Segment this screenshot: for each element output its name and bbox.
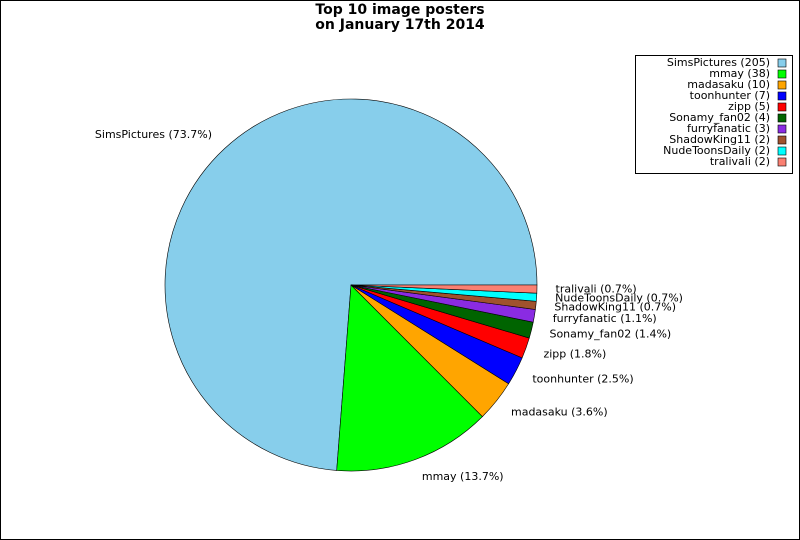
slice-label: Sonamy_fan02 (1.4%): [549, 328, 671, 341]
legend-swatch: [777, 58, 787, 68]
legend-swatch: [777, 80, 787, 90]
slice-label: SimsPictures (73.7%): [95, 128, 212, 141]
chart-title: Top 10 image posters: [315, 2, 484, 18]
legend-label: SimsPictures (205): [667, 56, 770, 69]
legend-label: furryfanatic (3): [687, 122, 770, 135]
pie-slice: [350, 284, 538, 294]
legend-label: zipp (5): [728, 100, 770, 113]
legend-box: [635, 55, 793, 174]
legend-swatch: [777, 146, 787, 156]
legend-swatch: [777, 91, 787, 101]
slice-label: tralivali (0.7%): [556, 283, 637, 296]
legend-swatch: [777, 113, 787, 123]
slice-label: madasaku (3.6%): [511, 406, 608, 419]
legend-label: NudeToonsDaily (2): [663, 144, 770, 157]
legend-swatch: [777, 69, 787, 79]
legend-swatch: [777, 124, 787, 134]
slice-label: zipp (1.8%): [543, 347, 606, 360]
slice-label: ShadowKing11 (0.7%): [554, 300, 676, 313]
legend-swatch: [777, 102, 787, 112]
legend-label: madasaku (10): [687, 78, 770, 91]
legend-swatch: [777, 157, 787, 167]
legend-label: ShadowKing11 (2): [669, 133, 770, 146]
legend-label: mmay (38): [709, 67, 770, 80]
legend-label: toonhunter (7): [690, 89, 770, 102]
slice-label: NudeToonsDaily (0.7%): [555, 292, 683, 305]
slice-label: toonhunter (2.5%): [532, 373, 633, 386]
slice-label: furryfanatic (1.1%): [553, 312, 657, 325]
chart-subtitle: on January 17th 2014: [315, 17, 485, 33]
pie-slice: [336, 284, 483, 472]
legend-swatch: [777, 135, 787, 145]
legend-label: Sonamy_fan02 (4): [669, 111, 770, 124]
legend-label: tralivali (2): [710, 155, 770, 168]
slice-label: mmay (13.7%): [422, 470, 504, 483]
